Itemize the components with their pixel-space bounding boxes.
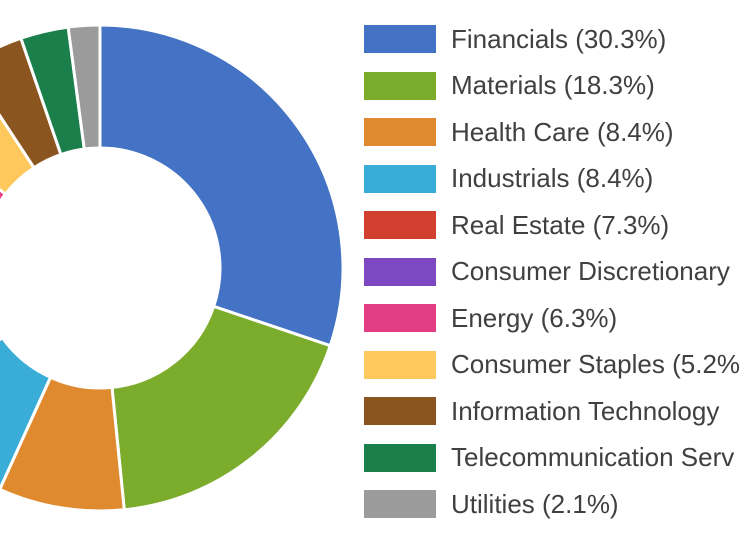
legend-label: Consumer Discretionary bbox=[451, 256, 730, 287]
legend-swatch bbox=[364, 164, 436, 193]
legend-label: Industrials (8.4%) bbox=[451, 163, 654, 194]
legend-item-industrials[interactable]: Industrials (8.4%) bbox=[364, 156, 740, 203]
legend-item-information-technology[interactable]: Information Technology bbox=[364, 388, 740, 435]
legend-swatch bbox=[364, 118, 436, 147]
legend-item-financials[interactable]: Financials (30.3%) bbox=[364, 16, 740, 63]
legend-swatch bbox=[364, 490, 436, 519]
slice-real-estate[interactable] bbox=[0, 287, 4, 409]
slice-consumer-staples[interactable] bbox=[0, 65, 36, 196]
legend-label: Consumer Staples (5.2% bbox=[451, 349, 741, 380]
legend-swatch bbox=[364, 71, 436, 100]
slice-financials[interactable] bbox=[98, 23, 345, 348]
legend-item-telecommunication-services[interactable]: Telecommunication Serv bbox=[364, 435, 740, 482]
legend-label: Financials (30.3%) bbox=[451, 23, 667, 54]
legend-item-consumer-staples[interactable]: Consumer Staples (5.2% bbox=[364, 342, 740, 389]
legend-swatch bbox=[364, 25, 436, 54]
slice-health-care[interactable] bbox=[0, 375, 126, 513]
legend-label: Energy (6.3%) bbox=[451, 302, 618, 333]
slice-energy[interactable] bbox=[0, 118, 7, 236]
legend-swatch bbox=[364, 443, 436, 472]
chart-legend: Financials (30.3%) Materials (18.3%) Healt… bbox=[364, 16, 740, 528]
legend-swatch bbox=[364, 304, 436, 333]
slice-utilities[interactable] bbox=[66, 23, 102, 151]
legend-label: Health Care (8.4%) bbox=[451, 116, 674, 147]
legend-swatch bbox=[364, 211, 436, 240]
legend-item-consumer-discretionary[interactable]: Consumer Discretionary bbox=[364, 249, 740, 296]
legend-item-health-care[interactable]: Health Care (8.4%) bbox=[364, 109, 740, 156]
legend-item-utilities[interactable]: Utilities (2.1%) bbox=[364, 481, 740, 528]
legend-swatch bbox=[364, 257, 436, 286]
legend-item-energy[interactable]: Energy (6.3%) bbox=[364, 295, 740, 342]
donut-chart bbox=[0, 23, 345, 513]
slice-industrials[interactable] bbox=[0, 336, 52, 491]
legend-swatch bbox=[364, 350, 436, 379]
legend-label: Telecommunication Serv bbox=[451, 442, 735, 473]
legend-label: Materials (18.3%) bbox=[451, 70, 655, 101]
legend-label: Real Estate (7.3%) bbox=[451, 209, 670, 240]
legend-label: Information Technology bbox=[451, 395, 720, 426]
legend-item-materials[interactable]: Materials (18.3%) bbox=[364, 63, 740, 110]
legend-item-real-estate[interactable]: Real Estate (7.3%) bbox=[364, 202, 740, 249]
slice-materials[interactable] bbox=[110, 304, 332, 512]
legend-swatch bbox=[364, 397, 436, 426]
legend-label: Utilities (2.1%) bbox=[451, 488, 619, 519]
